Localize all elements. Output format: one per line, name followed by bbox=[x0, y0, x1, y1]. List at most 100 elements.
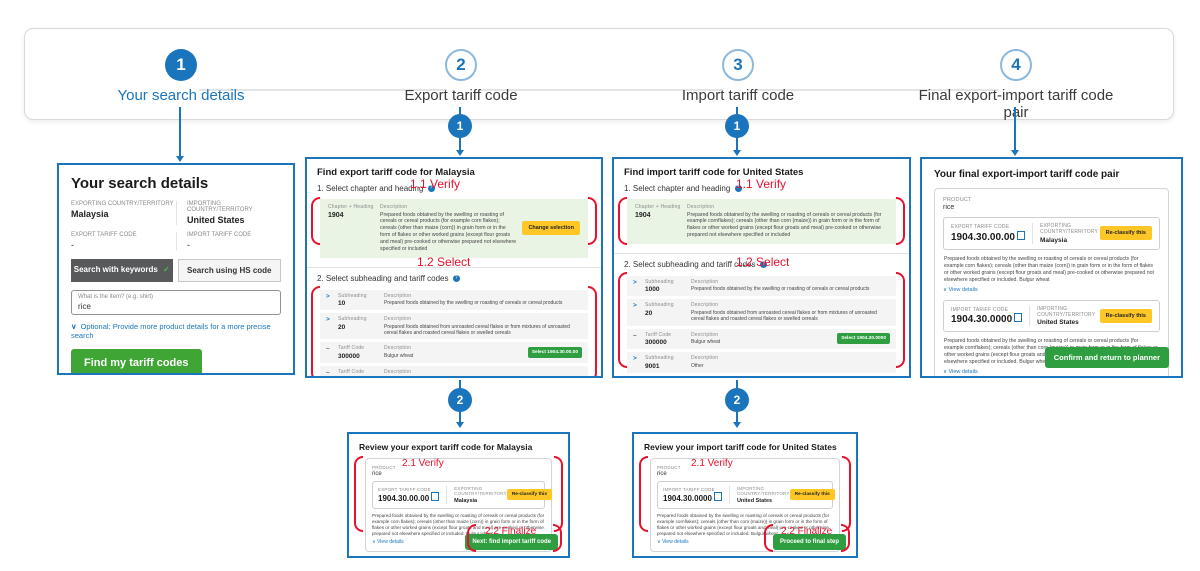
annotation-bracket-right bbox=[588, 285, 597, 376]
info-icon[interactable]: ? bbox=[759, 260, 767, 268]
tab-search-keywords[interactable]: Search with keywords ✓ bbox=[71, 259, 173, 282]
annotation-bracket-right bbox=[841, 524, 850, 552]
info-icon[interactable]: ? bbox=[427, 185, 435, 192]
copy-icon[interactable] bbox=[431, 491, 440, 501]
section-label: 1. Select chapter and heading bbox=[317, 184, 424, 193]
section-chapter-heading: 1. Select chapter and heading ? bbox=[624, 184, 899, 193]
view-details-link[interactable]: ∨ View details bbox=[372, 539, 545, 545]
field-label: EXPORT TARIFF CODE bbox=[71, 232, 137, 238]
row-code-cell: Tariff Code 300000 bbox=[645, 332, 691, 347]
expand-chevron-icon[interactable]: > bbox=[326, 316, 330, 324]
chapter-code-cell: Chapter + Heading 1904 bbox=[328, 204, 380, 253]
copy-icon[interactable] bbox=[1014, 313, 1023, 323]
step-circle-1[interactable]: 1 bbox=[165, 49, 197, 81]
cell-label: Tariff Code bbox=[338, 345, 365, 352]
step-circle-4[interactable]: 4 bbox=[1000, 49, 1032, 81]
step-circle-3[interactable]: 3 bbox=[722, 49, 754, 81]
cell-label: Subheading bbox=[645, 355, 674, 362]
input-value: rice bbox=[78, 302, 91, 311]
code-text: 1904.30.00.00 bbox=[951, 231, 1015, 243]
find-tariff-codes-button[interactable]: Find my tariff codes bbox=[71, 349, 202, 373]
expand-chevron-icon[interactable]: > bbox=[633, 302, 637, 310]
row-code-cell: Subheading 1000 bbox=[645, 279, 691, 294]
next-step-button[interactable]: Next: find import tariff code bbox=[465, 534, 558, 550]
expand-chevron-icon[interactable]: > bbox=[633, 278, 637, 286]
select-tariff-code-button[interactable]: Select 1904.30.00.00 bbox=[527, 347, 582, 359]
info-icon[interactable]: ? bbox=[734, 185, 742, 192]
import-classify-panel: Find import tariff code for United State… bbox=[612, 157, 911, 378]
chapter-code: 1904 bbox=[328, 212, 344, 219]
chapter-heading-row: Chapter + Heading 1904 Description Prepa… bbox=[627, 199, 896, 244]
subheading-row[interactable]: > Subheading 9001 Description Other bbox=[627, 352, 896, 373]
row-code: 30100 bbox=[338, 376, 384, 378]
row-desc-cell: Description Containing cocoa (Older HS v… bbox=[384, 369, 531, 376]
subheading-row[interactable]: > Subheading 20 Description Prepared foo… bbox=[627, 299, 896, 326]
view-details-link[interactable]: ∨ View details bbox=[657, 539, 833, 545]
chapter-desc-cell: Description Prepared foods obtained by t… bbox=[687, 204, 888, 239]
expand-chevron-icon[interactable]: > bbox=[326, 292, 330, 300]
subheading-row[interactable]: > Subheading 1000 Description Prepared f… bbox=[627, 275, 896, 297]
row-description: Prepared foods obtained from unroasted c… bbox=[384, 323, 570, 337]
final-pair-card: PRODUCT rice EXPORT TARIFF CODE 1904.30.… bbox=[934, 188, 1169, 376]
tab-search-hs-code[interactable]: Search using HS code bbox=[177, 259, 281, 282]
panel-title: Review your import tariff code for Unite… bbox=[644, 442, 837, 452]
copy-icon[interactable] bbox=[713, 491, 722, 501]
select-tariff-code-button[interactable]: Select 1904.30.0000 bbox=[837, 333, 890, 345]
reclassify-button[interactable]: Re-classify this bbox=[789, 489, 835, 501]
row-code: 20 bbox=[338, 323, 346, 331]
annotation-bracket-right bbox=[896, 271, 905, 368]
country-value: United States bbox=[1037, 319, 1079, 327]
change-selection-button[interactable]: Change selection bbox=[522, 221, 580, 236]
subheading-row[interactable]: > Subheading 10 Description Prepared foo… bbox=[320, 289, 588, 311]
product-label: PRODUCT bbox=[372, 465, 396, 470]
row-code: 300000 bbox=[338, 352, 360, 360]
tariff-code-cell: EXPORT TARIFF CODE 1904.30.00.00 bbox=[378, 487, 440, 503]
reclassify-button[interactable]: Re-classify this bbox=[506, 489, 553, 501]
stepper-step-3: 3 Import tariff code bbox=[628, 49, 848, 104]
view-details-link[interactable]: ∨ View details bbox=[943, 287, 1160, 293]
field-value: - bbox=[71, 240, 74, 250]
flow-arrowhead bbox=[733, 150, 741, 156]
reclassify-button[interactable]: Re-classify this bbox=[1099, 308, 1152, 323]
chevron-down-icon: ∨ bbox=[71, 322, 77, 331]
tariff-code-row[interactable]: – Tariff Code 30100 Description Containi… bbox=[320, 365, 588, 378]
annotation-bracket-left bbox=[639, 456, 648, 532]
annotation-verify: 2.1 Verify bbox=[691, 458, 733, 469]
flow-step-badge: 1 bbox=[725, 114, 749, 138]
optional-details-link[interactable]: ∨ Optional: Provide more product details… bbox=[71, 322, 281, 340]
check-icon: ✓ bbox=[163, 265, 170, 274]
item-search-input[interactable]: What is the item? (e.g. shirt) rice bbox=[71, 290, 281, 315]
country-cell: EXPORTING COUNTRY/TERRITORY Malaysia bbox=[446, 486, 507, 504]
reclassify-button[interactable]: Re-classify this bbox=[1099, 226, 1152, 241]
section-label: 1. Select chapter and heading bbox=[624, 184, 731, 193]
country-cell: IMPORTING COUNTRY/TERRITORY United State… bbox=[728, 486, 790, 504]
expand-chevron-icon[interactable]: > bbox=[633, 355, 637, 363]
copy-icon[interactable] bbox=[1016, 230, 1025, 240]
proceed-final-button[interactable]: Proceed to final step bbox=[772, 534, 846, 550]
step-circle-2[interactable]: 2 bbox=[445, 49, 477, 81]
chapter-row-wrap: Chapter + Heading 1904 Description Prepa… bbox=[618, 197, 905, 245]
view-details-link[interactable]: ∨ View details bbox=[943, 369, 1160, 375]
collapse-minus-icon[interactable]: – bbox=[633, 331, 637, 339]
collapse-minus-icon[interactable]: – bbox=[326, 345, 330, 353]
tariff-code-row[interactable]: – Tariff Code 300000 Description Bulgur … bbox=[320, 342, 588, 363]
search-mode-tabs: Search with keywords ✓ Search using HS c… bbox=[71, 259, 281, 282]
select-tariff-code-button[interactable]: Select 1904.30.10.0 bbox=[531, 377, 582, 378]
chevron-down-icon: ∨ bbox=[372, 539, 376, 546]
row-desc-cell: Description Prepared foods obtained by t… bbox=[691, 279, 890, 294]
step-label-3: Import tariff code bbox=[681, 87, 795, 104]
tariff-code-row[interactable]: – Tariff Code 300000 Description Bulgur … bbox=[627, 328, 896, 350]
collapse-minus-icon[interactable]: – bbox=[326, 368, 330, 376]
chapter-desc-cell: Description Prepared foods obtained by t… bbox=[380, 204, 522, 253]
annotation-bracket-left bbox=[764, 524, 773, 552]
row-code-cell: Tariff Code 300000 bbox=[338, 345, 384, 360]
import-code-field: IMPORT TARIFF CODE - bbox=[176, 232, 281, 250]
subheading-row[interactable]: > Subheading 20 Description Prepared foo… bbox=[320, 313, 588, 340]
tariff-code-cell: IMPORT TARIFF CODE 1904.30.0000 bbox=[951, 307, 1023, 325]
info-icon[interactable]: ? bbox=[452, 274, 460, 282]
code-description: Prepared foods obtained by the swelling … bbox=[944, 255, 1154, 283]
tariff-code-cell: EXPORT TARIFF CODE 1904.30.00.00 bbox=[951, 224, 1025, 243]
cell-label: Chapter + Heading bbox=[328, 204, 374, 210]
confirm-return-button[interactable]: Confirm and return to planner bbox=[1044, 347, 1169, 368]
review-export-panel: Review your export tariff code for Malay… bbox=[347, 432, 570, 558]
